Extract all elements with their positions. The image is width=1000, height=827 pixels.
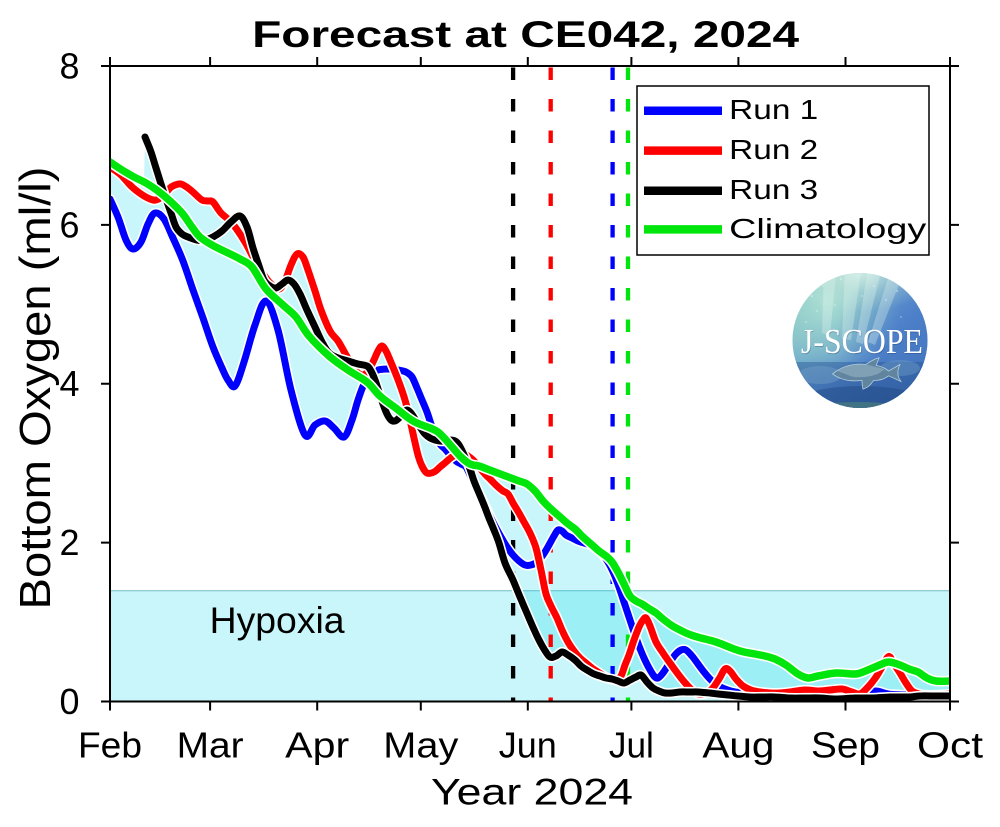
svg-text:Aug: Aug [702, 725, 774, 766]
svg-text:Run 1: Run 1 [729, 94, 818, 125]
svg-text:J-SCOPE: J-SCOPE [801, 322, 923, 361]
svg-text:Apr: Apr [285, 725, 349, 766]
svg-text:Hypoxia: Hypoxia [210, 600, 345, 641]
svg-text:Feb: Feb [78, 725, 142, 766]
svg-text:0: 0 [60, 681, 80, 722]
svg-text:Forecast at CE042, 2024: Forecast at CE042, 2024 [252, 14, 800, 55]
svg-text:Climatology: Climatology [729, 213, 926, 244]
svg-text:Year 2024: Year 2024 [431, 772, 633, 813]
svg-text:Jul: Jul [609, 725, 654, 766]
svg-text:2: 2 [60, 522, 80, 563]
svg-text:Jun: Jun [499, 725, 557, 766]
svg-text:Mar: Mar [177, 725, 244, 766]
svg-text:4: 4 [60, 363, 80, 404]
svg-text:Run 2: Run 2 [729, 134, 818, 165]
svg-text:Run 3: Run 3 [729, 174, 818, 205]
svg-text:Sep: Sep [811, 725, 880, 766]
svg-text:Bottom Oxygen (ml/l): Bottom Oxygen (ml/l) [11, 166, 60, 609]
svg-text:Oct: Oct [917, 725, 983, 766]
svg-text:J-SCOPE: J-SCOPE [802, 323, 924, 362]
svg-text:8: 8 [60, 45, 80, 86]
svg-text:May: May [383, 725, 458, 766]
svg-text:6: 6 [60, 204, 80, 245]
